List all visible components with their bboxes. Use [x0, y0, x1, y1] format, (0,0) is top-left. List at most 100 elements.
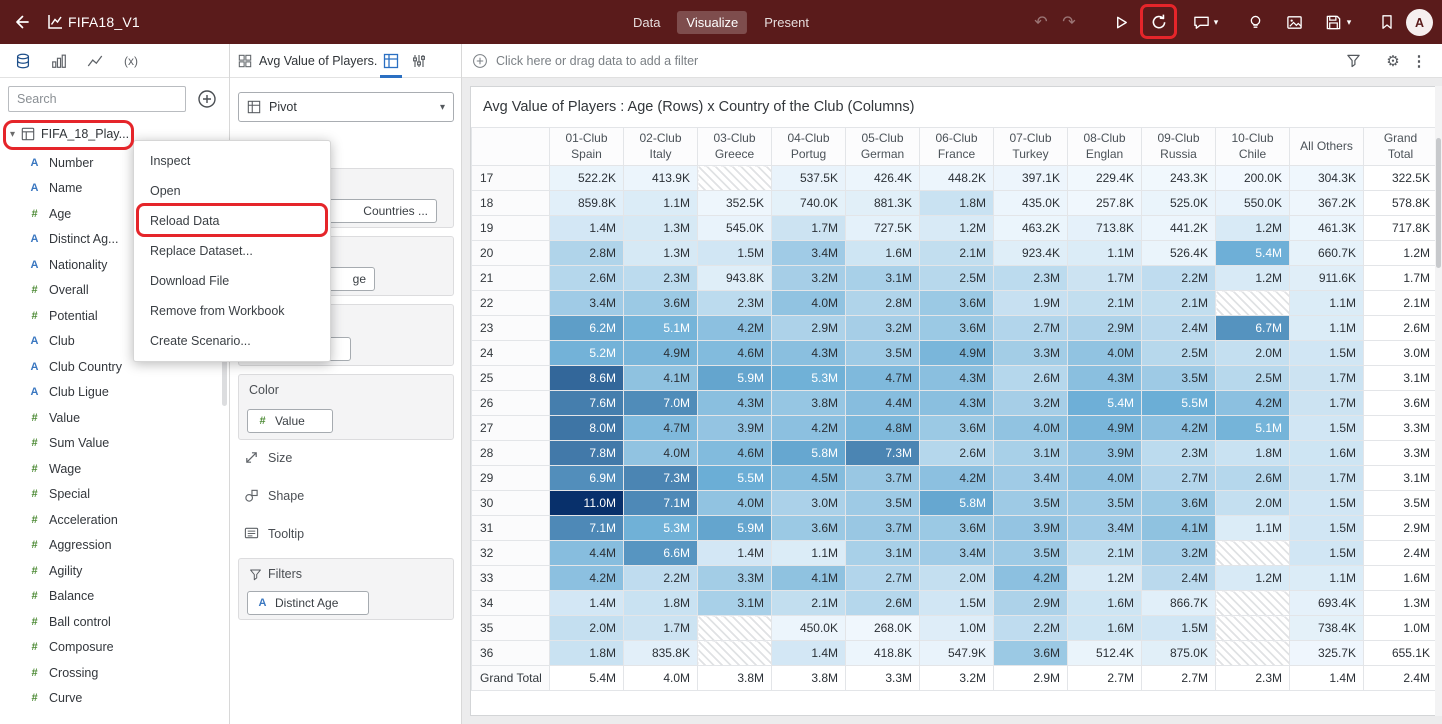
grammar-layout-tab[interactable]: [377, 44, 405, 78]
pivot-cell[interactable]: 367.2K: [1289, 190, 1364, 216]
tab-analytics[interactable]: [78, 44, 112, 78]
pivot-cell[interactable]: 859.8K: [549, 190, 624, 216]
field-item[interactable]: # Sum Value: [0, 431, 229, 457]
pivot-cell[interactable]: 5.4M: [1215, 240, 1290, 266]
pivot-cell[interactable]: 322.5K: [1363, 165, 1435, 191]
pivot-cell[interactable]: 1.9M: [993, 290, 1068, 316]
color-chip[interactable]: # Value: [247, 409, 333, 433]
pivot-cell[interactable]: 8.6M: [549, 365, 624, 391]
pivot-cell[interactable]: 4.0M: [623, 665, 698, 691]
pivot-cell[interactable]: 2.3M: [697, 290, 772, 316]
pivot-cell[interactable]: 2.3M: [1141, 440, 1216, 466]
pivot-cell[interactable]: 1.8M: [549, 640, 624, 666]
pivot-cell[interactable]: 3.6M: [919, 290, 994, 316]
pivot-cell[interactable]: 3.3M: [697, 565, 772, 591]
pivot-cell[interactable]: 2.4M: [1363, 665, 1435, 691]
pivot-cell[interactable]: 4.6M: [697, 340, 772, 366]
pivot-cell[interactable]: 3.5M: [993, 540, 1068, 566]
filter-prompt[interactable]: Click here or drag data to add a filter: [496, 53, 699, 68]
column-header[interactable]: 05-Club German: [845, 127, 920, 166]
pivot-cell[interactable]: 943.8K: [697, 265, 772, 291]
pivot-cell[interactable]: 3.5M: [1363, 490, 1435, 516]
pivot-cell[interactable]: 2.5M: [1215, 365, 1290, 391]
pivot-cell[interactable]: 2.7M: [1141, 465, 1216, 491]
pivot-cell[interactable]: 547.9K: [919, 640, 994, 666]
size-dropzone[interactable]: Size: [244, 450, 292, 465]
pivot-cell[interactable]: 4.7M: [845, 365, 920, 391]
pivot-cell[interactable]: 5.5M: [1141, 390, 1216, 416]
pivot-cell[interactable]: [697, 615, 772, 641]
pivot-cell[interactable]: 4.1M: [771, 565, 846, 591]
pivot-cell[interactable]: 1.5M: [697, 240, 772, 266]
pivot-cell[interactable]: 2.1M: [1067, 290, 1142, 316]
pivot-cell[interactable]: 550.0K: [1215, 190, 1290, 216]
pivot-cell[interactable]: 2.0M: [919, 565, 994, 591]
pivot-cell[interactable]: 435.0K: [993, 190, 1068, 216]
pivot-cell[interactable]: 1.5M: [1289, 415, 1364, 441]
pivot-cell[interactable]: 1.7M: [1289, 365, 1364, 391]
pivot-cell[interactable]: 1.3M: [623, 215, 698, 241]
export-image-button[interactable]: [1281, 0, 1307, 44]
pivot-cell[interactable]: 660.7K: [1289, 240, 1364, 266]
dataset-tree-item[interactable]: ▾ FIFA_18_Play...: [0, 120, 229, 148]
comments-caret[interactable]: ▾: [1209, 0, 1223, 44]
field-item[interactable]: A Club Country: [0, 354, 229, 380]
pivot-cell[interactable]: 512.4K: [1067, 640, 1142, 666]
pivot-cell[interactable]: 3.5M: [845, 490, 920, 516]
pivot-cell[interactable]: 1.7M: [1289, 390, 1364, 416]
row-header[interactable]: 24: [471, 340, 550, 366]
pivot-cell[interactable]: 3.8M: [771, 665, 846, 691]
viz-tab-label[interactable]: Avg Value of Players...: [259, 53, 377, 68]
pivot-cell[interactable]: 3.4M: [1067, 515, 1142, 541]
back-button[interactable]: [8, 0, 34, 44]
canvas-scrollbar-thumb[interactable]: [1436, 138, 1441, 268]
pivot-cell[interactable]: 545.0K: [697, 215, 772, 241]
pivot-cell[interactable]: 6.9M: [549, 465, 624, 491]
column-header[interactable]: 03-Club Greece: [697, 127, 772, 166]
comments-button[interactable]: [1188, 0, 1214, 44]
pivot-cell[interactable]: 3.8M: [697, 665, 772, 691]
pivot-cell[interactable]: 397.1K: [993, 165, 1068, 191]
pivot-cell[interactable]: [1215, 290, 1290, 316]
pivot-cell[interactable]: 2.3M: [623, 265, 698, 291]
pivot-cell[interactable]: 5.2M: [549, 340, 624, 366]
pivot-cell[interactable]: 7.1M: [623, 490, 698, 516]
redo-button[interactable]: ↷: [1056, 0, 1082, 44]
pivot-cell[interactable]: 257.8K: [1067, 190, 1142, 216]
pivot-cell[interactable]: [1215, 540, 1290, 566]
pivot-cell[interactable]: 5.1M: [623, 315, 698, 341]
pivot-cell[interactable]: 325.7K: [1289, 640, 1364, 666]
pivot-cell[interactable]: 4.2M: [1141, 415, 1216, 441]
pivot-cell[interactable]: 1.6M: [1067, 590, 1142, 616]
pivot-cell[interactable]: 3.9M: [697, 415, 772, 441]
field-item[interactable]: # Crossing: [0, 660, 229, 686]
pivot-cell[interactable]: 6.2M: [549, 315, 624, 341]
pivot-cell[interactable]: 1.6M: [845, 240, 920, 266]
pivot-cell[interactable]: 1.5M: [919, 590, 994, 616]
pivot-cell[interactable]: 2.6M: [993, 365, 1068, 391]
pivot-cell[interactable]: 3.3M: [845, 665, 920, 691]
pivot-cell[interactable]: 5.4M: [549, 665, 624, 691]
pivot-cell[interactable]: 5.8M: [771, 440, 846, 466]
pivot-cell[interactable]: 8.0M: [549, 415, 624, 441]
save-caret[interactable]: ▾: [1342, 0, 1356, 44]
shape-dropzone[interactable]: Shape: [244, 488, 304, 503]
pivot-cell[interactable]: 1.1M: [1215, 515, 1290, 541]
row-header[interactable]: 29: [471, 465, 550, 491]
field-item[interactable]: A Nationality: [0, 252, 229, 278]
pivot-cell[interactable]: 4.3M: [919, 390, 994, 416]
filter-chip[interactable]: A Distinct Age: [247, 591, 369, 615]
viz-type-dropdown[interactable]: Pivot ▾: [238, 92, 454, 122]
pivot-cell[interactable]: 1.2M: [1215, 265, 1290, 291]
nav-tab-visualize[interactable]: Visualize: [677, 10, 748, 34]
pivot-cell[interactable]: 3.1M: [993, 440, 1068, 466]
nav-tab-data[interactable]: Data: [632, 14, 661, 30]
pivot-cell[interactable]: 2.2M: [623, 565, 698, 591]
pivot-cell[interactable]: 2.1M: [1067, 540, 1142, 566]
pivot-cell[interactable]: 4.2M: [1215, 390, 1290, 416]
pivot-cell[interactable]: 3.7M: [845, 515, 920, 541]
row-header[interactable]: 36: [471, 640, 550, 666]
pivot-cell[interactable]: 1.8M: [919, 190, 994, 216]
row-header[interactable]: 33: [471, 565, 550, 591]
pivot-cell[interactable]: 3.3M: [1363, 415, 1435, 441]
